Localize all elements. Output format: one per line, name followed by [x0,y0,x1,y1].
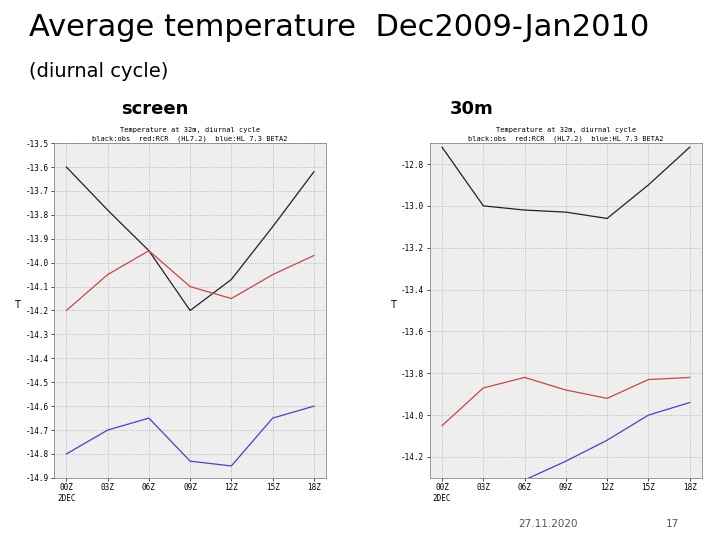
Text: 27.11.2020: 27.11.2020 [518,519,578,529]
Y-axis label: T: T [390,300,396,310]
Title: Temperature at 32m, diurnal cycle
black:obs  red:RCR  (HL7.2)  blue:HL 7.3 BETA2: Temperature at 32m, diurnal cycle black:… [92,127,288,142]
Text: screen: screen [121,100,189,118]
Text: 30m: 30m [450,100,493,118]
Text: 17: 17 [666,519,679,529]
Y-axis label: T: T [14,300,20,310]
Text: Average temperature  Dec2009-Jan2010: Average temperature Dec2009-Jan2010 [29,14,649,43]
Title: Temperature at 32m, diurnal cycle
black:obs  red:RCR  (HL7.2)  blue:HL 7.3 BETA2: Temperature at 32m, diurnal cycle black:… [468,127,664,142]
Text: (diurnal cycle): (diurnal cycle) [29,62,168,81]
